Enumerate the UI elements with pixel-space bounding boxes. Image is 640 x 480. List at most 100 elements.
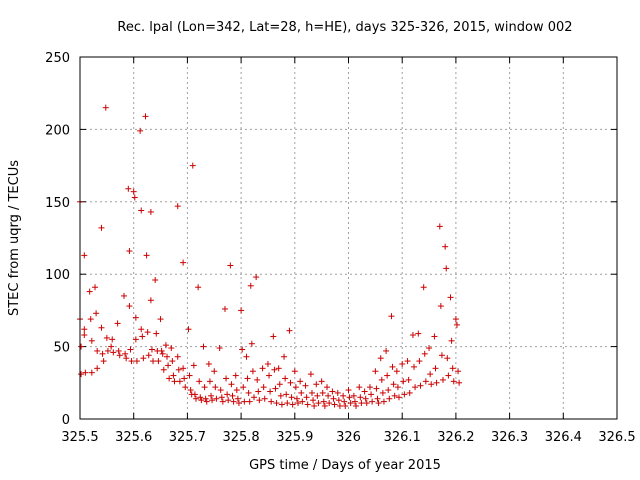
data-point — [78, 343, 85, 350]
data-point — [287, 379, 294, 386]
data-point — [159, 350, 166, 357]
data-point — [447, 294, 454, 301]
data-point — [278, 401, 285, 408]
data-point — [366, 384, 373, 391]
data-point — [103, 334, 110, 341]
data-point — [361, 388, 368, 395]
data-point — [384, 372, 391, 379]
data-point — [81, 332, 88, 339]
data-point — [391, 392, 398, 399]
data-point — [393, 368, 400, 375]
data-point — [277, 392, 284, 399]
data-point — [187, 387, 194, 394]
data-point — [373, 385, 380, 392]
data-point — [157, 316, 164, 323]
data-point — [452, 316, 459, 323]
data-point — [127, 346, 134, 353]
data-point — [259, 365, 266, 372]
data-point — [330, 395, 337, 402]
data-point — [190, 362, 197, 369]
data-point — [212, 384, 219, 391]
data-point — [218, 394, 225, 401]
data-point — [417, 382, 424, 389]
x-axis-label: GPS time / Days of year 2015 — [249, 458, 441, 473]
data-point — [383, 347, 390, 354]
data-point — [255, 388, 262, 395]
data-point — [197, 394, 204, 401]
data-point — [223, 375, 230, 382]
data-point — [358, 400, 365, 407]
data-point — [368, 391, 375, 398]
data-point — [436, 223, 443, 230]
data-point — [404, 358, 411, 365]
data-point — [270, 333, 277, 340]
data-point — [369, 398, 376, 405]
data-point — [308, 389, 315, 396]
data-point — [205, 360, 212, 367]
chart-title: Rec. lpal (Lon=342, Lat=28, h=HE), days … — [117, 20, 572, 35]
data-point — [346, 394, 353, 401]
data-point — [109, 336, 116, 343]
y-tick-label: 150 — [45, 196, 70, 211]
data-point — [329, 388, 336, 395]
data-point — [102, 104, 109, 111]
data-point — [216, 345, 223, 352]
data-point — [448, 337, 455, 344]
x-tick-label: 325.7 — [169, 430, 206, 445]
x-tick-label: 326.1 — [384, 430, 421, 445]
data-point — [132, 314, 139, 321]
data-point — [351, 398, 358, 405]
data-point — [331, 401, 338, 408]
data-point — [268, 398, 275, 405]
data-point — [133, 358, 140, 365]
data-point — [450, 378, 457, 385]
data-point — [213, 395, 220, 402]
data-point — [342, 402, 349, 409]
data-point — [442, 243, 449, 250]
data-point — [126, 303, 133, 310]
data-point — [453, 321, 460, 328]
data-point — [138, 207, 145, 214]
data-point — [241, 398, 248, 405]
x-tick-label: 325.5 — [61, 430, 98, 445]
data-point — [200, 343, 207, 350]
data-point — [293, 395, 300, 402]
data-point — [211, 368, 218, 375]
data-point — [421, 350, 428, 357]
data-point — [108, 343, 115, 350]
data-point — [86, 288, 93, 295]
data-point — [245, 389, 252, 396]
data-point — [390, 381, 397, 388]
data-point — [295, 400, 302, 407]
data-point — [275, 365, 282, 372]
data-point — [401, 391, 408, 398]
data-point — [171, 378, 178, 385]
data-point — [232, 372, 239, 379]
data-point — [399, 360, 406, 367]
data-point — [282, 375, 289, 382]
data-point — [116, 352, 123, 359]
data-point — [443, 265, 450, 272]
data-point — [174, 353, 181, 360]
data-point — [94, 347, 101, 354]
data-point — [386, 395, 393, 402]
data-point — [298, 389, 305, 396]
data-point — [201, 384, 208, 391]
data-point — [272, 385, 279, 392]
data-point — [180, 259, 187, 266]
data-point — [422, 378, 429, 385]
data-point — [266, 372, 273, 379]
data-point — [319, 389, 326, 396]
data-point — [253, 274, 260, 281]
data-point — [428, 381, 435, 388]
data-point — [291, 368, 298, 375]
data-point — [121, 292, 128, 299]
data-point — [264, 360, 271, 367]
data-point — [363, 400, 370, 407]
data-point — [98, 224, 105, 231]
data-point — [394, 384, 401, 391]
data-point — [341, 398, 348, 405]
data-point — [283, 391, 290, 398]
